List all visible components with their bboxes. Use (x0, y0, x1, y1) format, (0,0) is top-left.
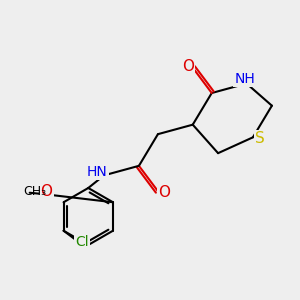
Text: S: S (255, 131, 265, 146)
Text: O: O (40, 184, 52, 199)
Text: HN: HN (87, 165, 107, 179)
Text: NH: NH (235, 72, 255, 86)
Text: CH₃: CH₃ (23, 185, 46, 198)
Text: O: O (158, 185, 170, 200)
Text: O: O (182, 58, 194, 74)
Text: Cl: Cl (75, 235, 89, 249)
